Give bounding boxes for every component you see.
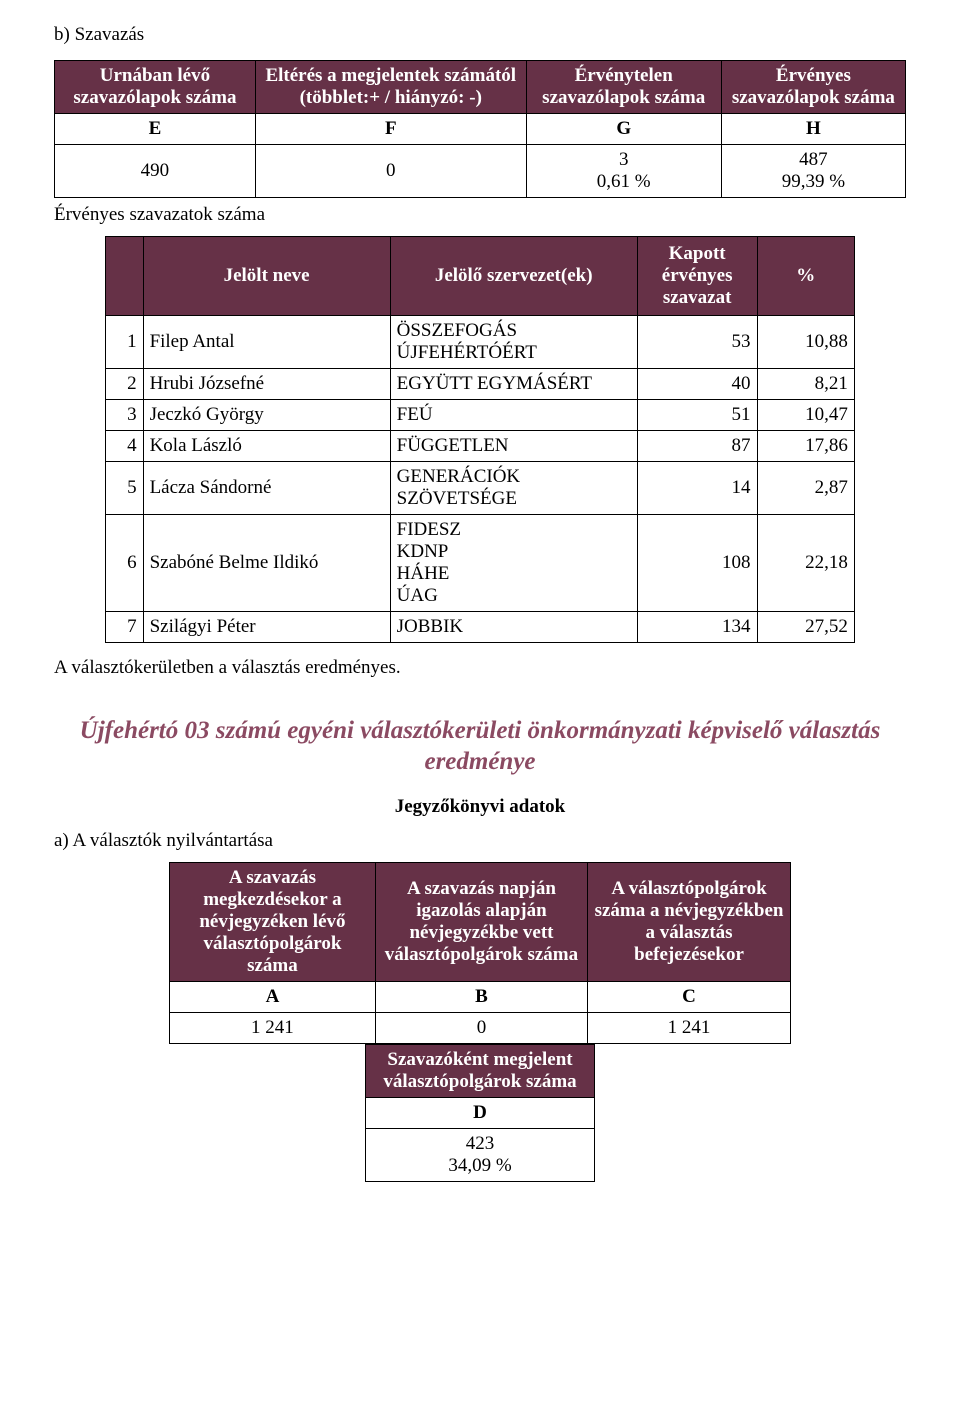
abc-val-B: 0 — [375, 1012, 587, 1043]
abc-header-row: A szavazás megkezdésekor a névjegyzéken … — [170, 862, 791, 981]
results-header-blank — [106, 237, 143, 316]
district-subtitle: Jegyzőkönyvi adatok — [54, 796, 906, 818]
efgh-val-H: 487 99,39 % — [721, 145, 905, 198]
results-cell-name: Hrubi Józsefné — [143, 369, 390, 400]
d-val1: 423 — [466, 1133, 495, 1154]
efgh-letter-row: E F G H — [55, 114, 906, 145]
results-cell-name: Szabóné Belme Ildikó — [143, 515, 390, 612]
section-a-label: a) A választók nyilvántartása — [54, 830, 906, 852]
results-cell-idx: 7 — [106, 612, 143, 643]
section-b-label: b) Szavazás — [54, 24, 906, 46]
results-cell-pct: 2,87 — [757, 462, 854, 515]
d-values: 423 34,09 % — [365, 1128, 594, 1181]
efgh-val-G1: 3 — [619, 149, 629, 170]
results-header-name: Jelölt neve — [143, 237, 390, 316]
results-cell-org: GENERÁCIÓK SZÖVETSÉGE — [390, 462, 637, 515]
district-title-line1: Újfehértó 03 számú egyéni választókerüle… — [80, 717, 881, 744]
results-row: 2Hrubi JózsefnéEGYÜTT EGYMÁSÉRT408,21 — [106, 369, 855, 400]
results-cell-pct: 8,21 — [757, 369, 854, 400]
results-cell-idx: 6 — [106, 515, 143, 612]
results-cell-votes: 87 — [637, 431, 757, 462]
results-cell-org: JOBBIK — [390, 612, 637, 643]
results-cell-pct: 17,86 — [757, 431, 854, 462]
efgh-header-E: Urnában lévő szavazólapok száma — [55, 61, 256, 114]
efgh-val-E: 490 — [55, 145, 256, 198]
results-cell-idx: 3 — [106, 400, 143, 431]
results-cell-idx: 4 — [106, 431, 143, 462]
results-row: 5Lácza SándornéGENERÁCIÓK SZÖVETSÉGE142,… — [106, 462, 855, 515]
d-header: Szavazóként megjelent választópolgárok s… — [365, 1044, 594, 1097]
results-cell-name: Filep Antal — [143, 316, 390, 369]
efgh-val-G2: 0,61 % — [597, 171, 651, 192]
d-val2: 34,09 % — [448, 1155, 511, 1176]
efgh-val-G: 3 0,61 % — [526, 145, 721, 198]
efgh-letter-G: G — [526, 114, 721, 145]
results-row: 3Jeczkó GyörgyFEÚ5110,47 — [106, 400, 855, 431]
results-cell-name: Kola László — [143, 431, 390, 462]
efgh-letter-E: E — [55, 114, 256, 145]
results-header-org: Jelölő szervezet(ek) — [390, 237, 637, 316]
results-cell-idx: 5 — [106, 462, 143, 515]
d-letter: D — [365, 1097, 594, 1128]
results-cell-org: FÜGGETLEN — [390, 431, 637, 462]
results-cell-idx: 1 — [106, 316, 143, 369]
abc-letter-B: B — [375, 981, 587, 1012]
results-cell-pct: 10,88 — [757, 316, 854, 369]
efgh-header-F: Eltérés a megjelentek számától (többlet:… — [255, 61, 526, 114]
results-cell-org: EGYÜTT EGYMÁSÉRT — [390, 369, 637, 400]
results-cell-votes: 14 — [637, 462, 757, 515]
abc-letter-A: A — [170, 981, 376, 1012]
district-title: Újfehértó 03 számú egyéni választókerüle… — [54, 715, 906, 778]
efgh-letter-H: H — [721, 114, 905, 145]
results-cell-votes: 53 — [637, 316, 757, 369]
abc-val-C: 1 241 — [588, 1012, 791, 1043]
results-cell-name: Lácza Sándorné — [143, 462, 390, 515]
abc-val-A: 1 241 — [170, 1012, 376, 1043]
results-cell-org: FIDESZKDNPHÁHEÚAG — [390, 515, 637, 612]
results-cell-votes: 108 — [637, 515, 757, 612]
efgh-header-G: Érvénytelen szavazólapok száma — [526, 61, 721, 114]
results-header-row: Jelölt neve Jelölő szervezet(ek) Kapott … — [106, 237, 855, 316]
results-cell-name: Szilágyi Péter — [143, 612, 390, 643]
efgh-val-H2: 99,39 % — [782, 171, 845, 192]
results-cell-idx: 2 — [106, 369, 143, 400]
abc-letter-C: C — [588, 981, 791, 1012]
d-table: Szavazóként megjelent választópolgárok s… — [365, 1044, 595, 1182]
results-cell-org: ÖSSZEFOGÁS ÚJFEHÉRTÓÉRT — [390, 316, 637, 369]
efgh-table: Urnában lévő szavazólapok száma Eltérés … — [54, 60, 906, 198]
results-row: 1Filep AntalÖSSZEFOGÁS ÚJFEHÉRTÓÉRT5310,… — [106, 316, 855, 369]
results-header-votes: Kapott érvényes szavazat — [637, 237, 757, 316]
abc-header-C: A választópolgárok száma a névjegyzékben… — [588, 862, 791, 981]
abc-header-A: A szavazás megkezdésekor a névjegyzéken … — [170, 862, 376, 981]
abc-table: A szavazás megkezdésekor a névjegyzéken … — [169, 862, 791, 1044]
valid-votes-label: Érvényes szavazatok száma — [54, 204, 906, 226]
results-cell-org: FEÚ — [390, 400, 637, 431]
efgh-val-H1: 487 — [799, 149, 828, 170]
results-row: 7Szilágyi PéterJOBBIK13427,52 — [106, 612, 855, 643]
results-cell-pct: 22,18 — [757, 515, 854, 612]
efgh-header-row: Urnában lévő szavazólapok száma Eltérés … — [55, 61, 906, 114]
results-cell-votes: 51 — [637, 400, 757, 431]
results-header-pct: % — [757, 237, 854, 316]
results-cell-pct: 27,52 — [757, 612, 854, 643]
efgh-header-H: Érvényes szavazólapok száma — [721, 61, 905, 114]
results-row: 4Kola LászlóFÜGGETLEN8717,86 — [106, 431, 855, 462]
result-footnote: A választókerületben a választás eredmén… — [54, 657, 906, 679]
abc-value-row: 1 241 0 1 241 — [170, 1012, 791, 1043]
efgh-value-row: 490 0 3 0,61 % 487 99,39 % — [55, 145, 906, 198]
results-cell-name: Jeczkó György — [143, 400, 390, 431]
results-row: 6Szabóné Belme IldikóFIDESZKDNPHÁHEÚAG10… — [106, 515, 855, 612]
efgh-val-F: 0 — [255, 145, 526, 198]
results-cell-votes: 40 — [637, 369, 757, 400]
abc-header-B: A szavazás napján igazolás alapján névje… — [375, 862, 587, 981]
efgh-letter-F: F — [255, 114, 526, 145]
district-title-line2: eredménye — [424, 748, 535, 775]
results-cell-pct: 10,47 — [757, 400, 854, 431]
results-cell-votes: 134 — [637, 612, 757, 643]
abc-letter-row: A B C — [170, 981, 791, 1012]
results-table: Jelölt neve Jelölő szervezet(ek) Kapott … — [105, 236, 855, 643]
page: b) Szavazás Urnában lévő szavazólapok sz… — [0, 0, 960, 1222]
